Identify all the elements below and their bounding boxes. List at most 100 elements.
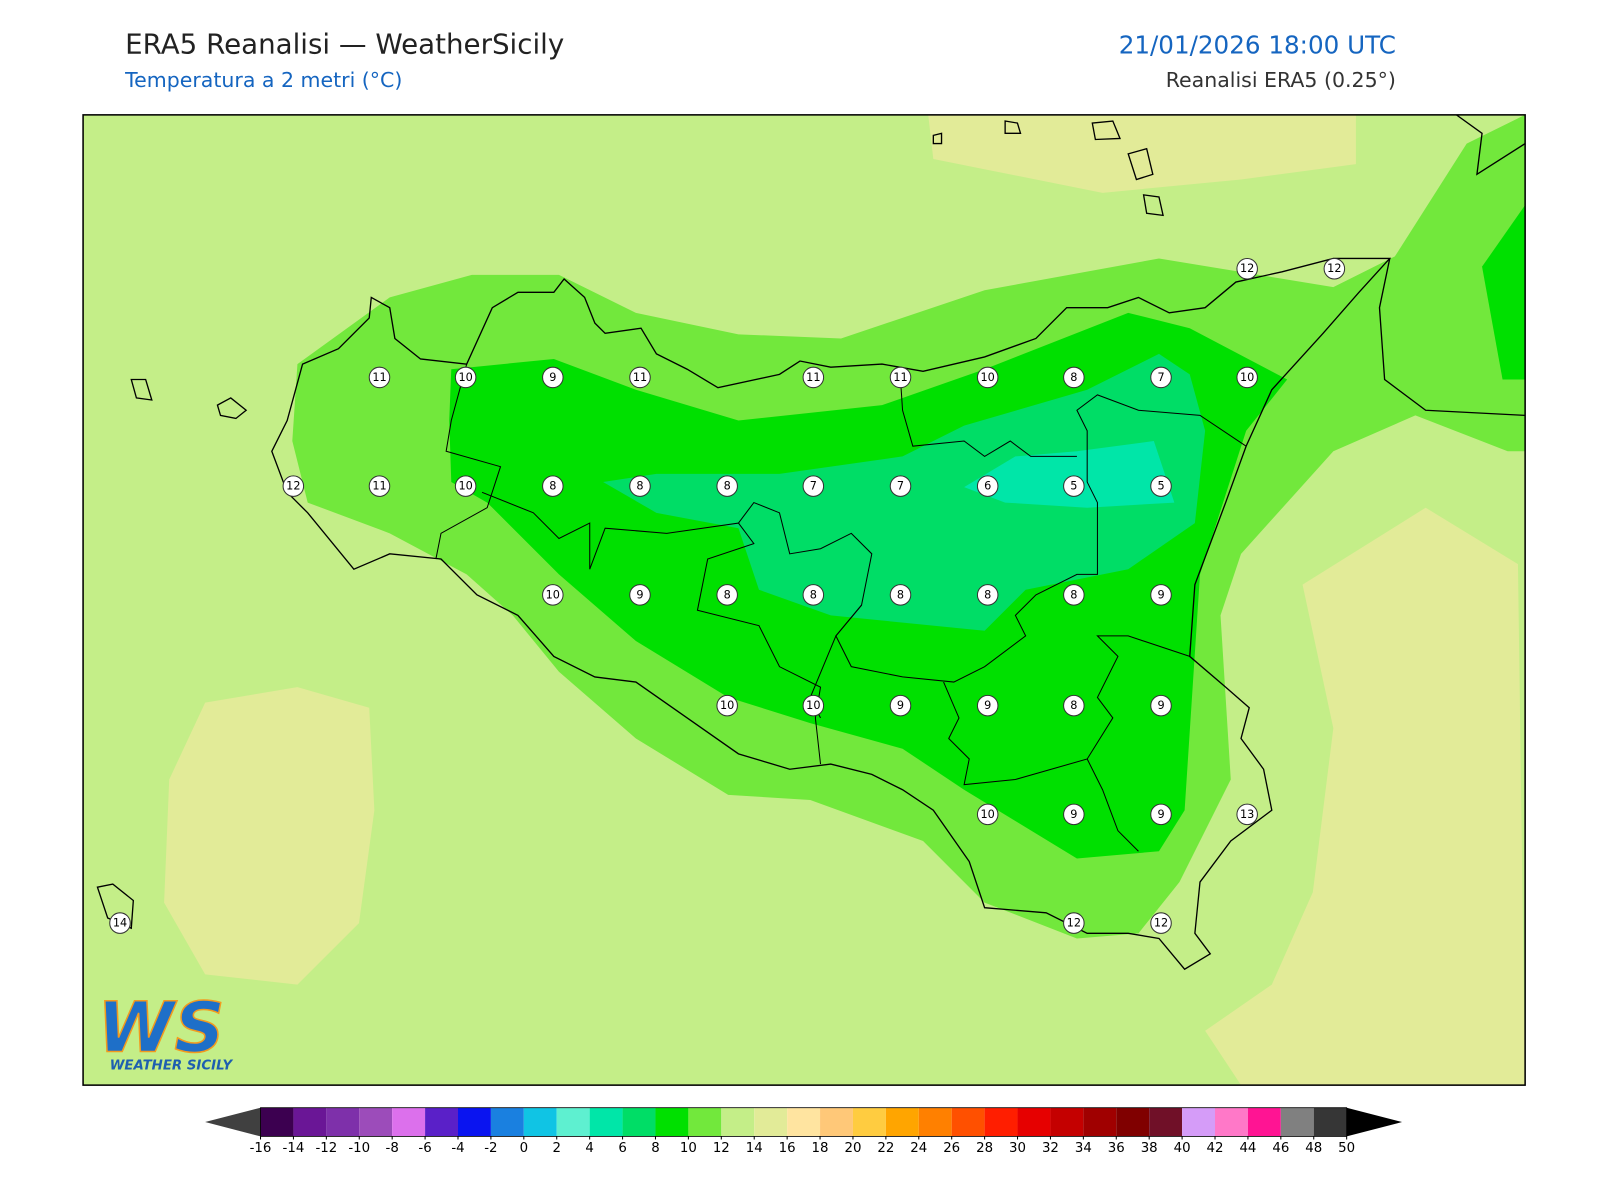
station-value: 8 (1070, 588, 1077, 601)
colorbar-cell (293, 1107, 327, 1137)
station-labels: 12 12 11 10 9 11 11 11 10 8 7 10 12 11 10 8 8 8 7 7 6 5 5 10 9 8 8… (109, 257, 1346, 934)
colorbar: -16 -14 -12 -10 -8 -6 -4 -2 0 2 4 6 8 10 12 14 16 18 20 22 2… (205, 1107, 1403, 1156)
station-value: 11 (893, 371, 907, 384)
station-value: 9 (549, 371, 556, 384)
station-marker (1236, 366, 1258, 389)
colorbar-cell (523, 1107, 557, 1137)
colorbar-tick-label: 10 (680, 1141, 697, 1156)
colorbar-cell (820, 1107, 853, 1137)
field-4-6 (964, 441, 1175, 508)
station-marker (282, 475, 305, 497)
station-value: 10 (458, 480, 472, 493)
station-value: 9 (1070, 808, 1077, 821)
colorbar-tick-label: 30 (1009, 1141, 1026, 1156)
station-value: 9 (1157, 699, 1164, 712)
colorbar-cell (622, 1107, 656, 1137)
station-marker (454, 475, 477, 497)
colorbar-tick-label: -8 (386, 1141, 399, 1156)
station-value: 8 (1070, 699, 1077, 712)
colorbar-tick-label: -6 (418, 1141, 431, 1156)
station-value: 8 (1070, 371, 1077, 384)
logo: WS WEATHER SICILY (97, 987, 234, 1074)
colorbar-cell (1247, 1107, 1281, 1137)
station-value: 8 (549, 480, 556, 493)
station-marker (1150, 584, 1172, 606)
colorbar-tick-label: 18 (812, 1141, 829, 1156)
station-value: 10 (806, 699, 820, 712)
station-value: 8 (724, 588, 731, 601)
colorbar-tick-label: 26 (943, 1141, 960, 1156)
station-value: 14 (113, 917, 127, 930)
station-marker (716, 584, 738, 606)
colorbar-cell (1182, 1107, 1216, 1137)
station-value: 9 (1157, 808, 1164, 821)
station-marker (976, 584, 999, 606)
colorbar-cell (852, 1107, 886, 1137)
station-value: 7 (1157, 371, 1164, 384)
colorbar-cell (326, 1107, 360, 1137)
station-value: 6 (984, 480, 991, 493)
station-value: 12 (1327, 262, 1341, 275)
colorbar-tick-label: 16 (779, 1141, 796, 1156)
logo-mark: WS (97, 987, 224, 1068)
colorbar-cell (425, 1107, 458, 1137)
colorbar-cell (918, 1107, 952, 1137)
station-marker (889, 366, 912, 389)
station-value: 12 (1240, 262, 1254, 275)
datetime: 21/01/2026 18:00 UTC (1119, 30, 1396, 59)
station-value: 8 (636, 480, 643, 493)
colorbar-tick-label: 22 (877, 1141, 894, 1156)
colorbar-cell (556, 1107, 590, 1137)
colorbar-cell (1050, 1107, 1084, 1137)
province-borders (435, 363, 1247, 852)
station-value: 9 (984, 699, 991, 712)
field-14-16 (164, 114, 1526, 1086)
station-marker (889, 475, 912, 497)
colorbar-cell (688, 1107, 722, 1137)
station-marker (454, 366, 477, 389)
station-value: 8 (724, 480, 731, 493)
station-marker (109, 912, 131, 934)
colorbar-tick-label: 28 (976, 1141, 993, 1156)
colorbar-cell (984, 1107, 1018, 1137)
station-marker (1063, 803, 1085, 826)
station-marker (629, 475, 651, 497)
colorbar-cell (1280, 1107, 1314, 1137)
colorbar-cell (721, 1107, 755, 1137)
colorbar-tick-label: 14 (746, 1141, 763, 1156)
station-marker (1150, 694, 1172, 717)
station-marker (542, 475, 564, 497)
colorbar-tick-label: -2 (484, 1141, 497, 1156)
station-marker (802, 475, 825, 497)
station-marker (716, 694, 738, 717)
station-value: 11 (633, 371, 647, 384)
colorbar-tick-label: 40 (1174, 1141, 1191, 1156)
station-value: 11 (372, 480, 386, 493)
colorbar-tick-label: -4 (451, 1141, 464, 1156)
station-marker (542, 366, 564, 389)
subtitle: Temperatura a 2 metri (°C) (124, 68, 402, 92)
station-marker (1150, 912, 1172, 934)
colorbar-cell (589, 1107, 623, 1137)
station-marker (976, 366, 999, 389)
station-value: 10 (981, 808, 995, 821)
station-marker (802, 366, 825, 389)
station-marker (368, 366, 391, 389)
colorbar-cell (1215, 1107, 1248, 1137)
colorbar-tick-label: 42 (1207, 1141, 1224, 1156)
colorbar-under (205, 1107, 261, 1137)
station-marker (1236, 257, 1258, 280)
station-marker (1063, 366, 1085, 389)
colorbar-cell (1017, 1107, 1051, 1137)
station-value: 9 (1157, 588, 1164, 601)
station-marker (802, 584, 825, 606)
colorbar-cell (885, 1107, 919, 1137)
colorbar-cell (392, 1107, 426, 1137)
colorbar-tick-label: 8 (651, 1141, 659, 1156)
station-value: 11 (806, 371, 820, 384)
coastline (96, 114, 1526, 971)
station-marker (976, 475, 999, 497)
station-value: 10 (981, 371, 995, 384)
station-value: 5 (1070, 480, 1077, 493)
